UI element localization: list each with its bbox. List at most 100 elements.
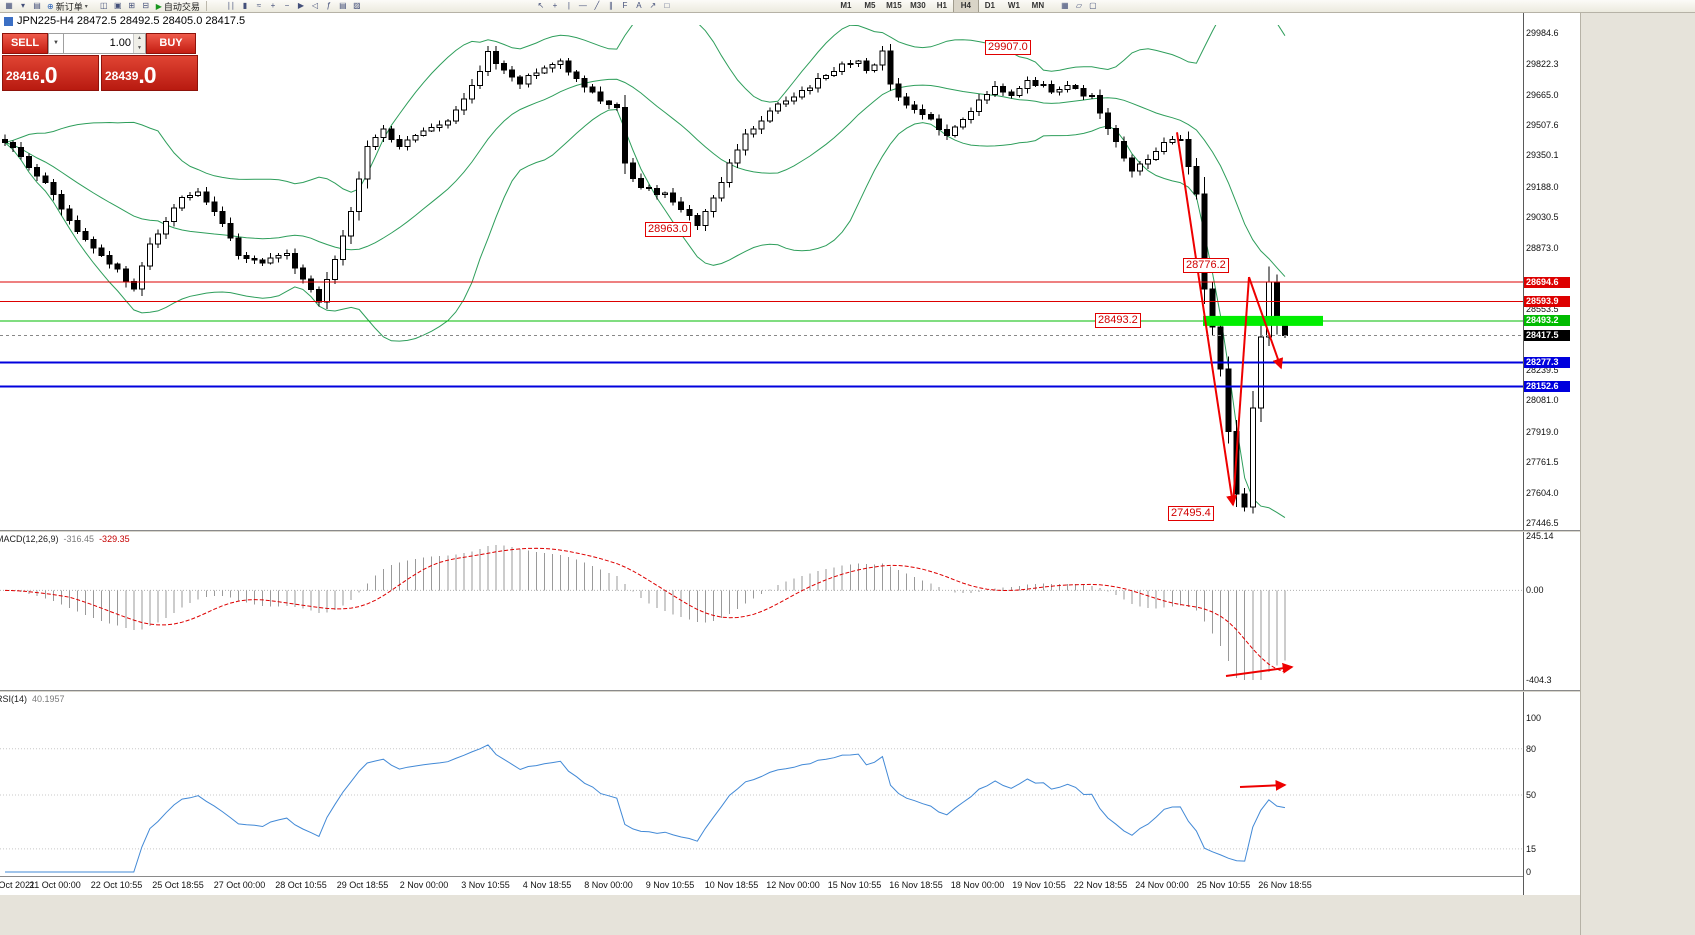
timeframe-h1[interactable]: H1 bbox=[936, 1, 948, 10]
cursor-icon[interactable]: ↖ bbox=[537, 1, 545, 10]
new-order-icon: ⊕ bbox=[47, 1, 54, 11]
buy-price[interactable]: 28439 .0 bbox=[101, 55, 198, 91]
timeframe-m30[interactable]: M30 bbox=[910, 1, 926, 10]
periods-icon[interactable]: ▤ bbox=[339, 1, 347, 10]
horizontal-line-objects[interactable] bbox=[0, 281, 1523, 388]
profiles-icon[interactable]: ▤ bbox=[33, 1, 41, 10]
chart-shift-icon[interactable]: ◁ bbox=[311, 1, 318, 10]
macd-axis-label: 0.00 bbox=[1526, 585, 1544, 596]
rsi-line bbox=[5, 744, 1286, 873]
sell-price[interactable]: 28416 .0 bbox=[2, 55, 99, 91]
price-annotation[interactable]: 28493.2 bbox=[1095, 312, 1141, 328]
timeframe-d1[interactable]: D1 bbox=[984, 1, 996, 10]
rsi-name: RSI(14) bbox=[0, 694, 28, 704]
zoom-in-icon[interactable]: + bbox=[270, 1, 276, 10]
price-axis-label: 29984.6 bbox=[1526, 27, 1559, 38]
rsi-splitter[interactable] bbox=[0, 690, 1580, 692]
price-axis-label: 29350.1 bbox=[1526, 150, 1559, 161]
price-axis[interactable] bbox=[1523, 13, 1580, 895]
trend-arrows[interactable] bbox=[1176, 132, 1284, 507]
fibonacci-icon[interactable]: F bbox=[622, 1, 628, 10]
timeframe-w1[interactable]: W1 bbox=[1007, 1, 1020, 10]
sell-button[interactable]: SELL bbox=[2, 33, 48, 54]
macd-splitter[interactable] bbox=[0, 530, 1580, 532]
rsi-value: 40.1957 bbox=[32, 694, 65, 704]
price-axis-tag: 28593.9 bbox=[1524, 295, 1570, 307]
timeframe-mn[interactable]: MN bbox=[1031, 1, 1045, 10]
zoom-out-icon[interactable]: − bbox=[284, 1, 290, 10]
chart-window-icon[interactable]: ▦ bbox=[5, 1, 13, 10]
data-window-icon[interactable]: ▣ bbox=[113, 1, 122, 10]
channel-icon[interactable]: ∥ bbox=[608, 1, 613, 10]
toolbar-right-group: ▦ ▱ ▢ bbox=[1058, 0, 1100, 12]
macd-panel[interactable] bbox=[0, 532, 1523, 690]
terminal-icon[interactable]: ⊟ bbox=[142, 1, 150, 10]
buy-button[interactable]: BUY bbox=[146, 33, 196, 54]
window-cascade-icon[interactable]: ▱ bbox=[1075, 1, 1082, 10]
vertical-line-icon[interactable]: | bbox=[567, 1, 570, 10]
chart-title: JPN225-H4 28472.5 28492.5 28405.0 28417.… bbox=[4, 15, 245, 27]
auto-trading-button[interactable]: ▶ 自动交易 bbox=[153, 0, 203, 12]
macd-arrow[interactable] bbox=[1225, 662, 1294, 677]
market-watch-icon[interactable]: ◫ bbox=[99, 1, 108, 10]
price-axis-label: 27446.5 bbox=[1526, 517, 1559, 528]
sell-price-pips: .0 bbox=[39, 62, 57, 88]
horizontal-line-icon[interactable]: ― bbox=[578, 1, 587, 10]
time-axis-label: 24 Nov 00:00 bbox=[1135, 880, 1189, 890]
price-axis-tag: 28277.3 bbox=[1524, 357, 1570, 369]
bar-chart-icon[interactable]: ∣∣ bbox=[226, 1, 235, 10]
volume-value[interactable]: 1.00 bbox=[109, 37, 131, 49]
time-axis-label: 2 Nov 00:00 bbox=[399, 880, 449, 890]
timeframe-h4[interactable]: H4 bbox=[952, 0, 979, 12]
volume-input[interactable]: 1.00 ▲ ▼ bbox=[64, 33, 146, 54]
window-tile-icon[interactable]: ▦ bbox=[1061, 1, 1069, 10]
price-axis-tag: 28417.5 bbox=[1524, 330, 1570, 341]
price-annotation[interactable]: 28963.0 bbox=[645, 222, 691, 238]
trendline-icon[interactable]: ╱ bbox=[594, 1, 600, 10]
time-axis-label: 22 Oct 10:55 bbox=[90, 880, 143, 890]
rsi-arrow[interactable] bbox=[1239, 779, 1287, 791]
timeframe-m5[interactable]: M5 bbox=[864, 1, 876, 10]
templates-icon[interactable]: ▨ bbox=[353, 1, 361, 10]
candlestick-chart-icon[interactable]: ▮ bbox=[242, 1, 248, 10]
price-annotation[interactable]: 27495.4 bbox=[1168, 505, 1214, 521]
rsi-panel[interactable] bbox=[0, 692, 1523, 875]
main-price-chart[interactable] bbox=[0, 25, 1523, 530]
stepper-up-icon[interactable]: ▲ bbox=[134, 34, 145, 44]
chart-dropdown-icon[interactable]: ▾ bbox=[20, 1, 25, 10]
chart-window[interactable]: JPN225-H4 28472.5 28492.5 28405.0 28417.… bbox=[0, 13, 1580, 895]
auto-scroll-icon[interactable]: ▶ bbox=[297, 1, 304, 10]
indicators-icon[interactable]: ƒ bbox=[326, 1, 332, 10]
macd-axis-label: -404.3 bbox=[1526, 675, 1552, 685]
text-icon[interactable]: A bbox=[636, 1, 642, 10]
price-axis-label: 29030.5 bbox=[1526, 212, 1559, 223]
new-order-button[interactable]: ⊕ 新订单 ▾ bbox=[44, 0, 91, 12]
navigator-icon[interactable]: ⊞ bbox=[128, 1, 136, 10]
crosshair-icon[interactable]: + bbox=[552, 1, 558, 10]
time-axis-label: 21 Oct 2021 bbox=[0, 880, 36, 890]
macd-label: MACD(12,26,9) -316.45 -329.35 bbox=[0, 534, 130, 544]
price-annotation[interactable]: 28776.2 bbox=[1183, 258, 1229, 274]
window-bottom-strip bbox=[0, 895, 1580, 935]
timeframe-m15[interactable]: M15 bbox=[886, 1, 902, 10]
line-chart-icon[interactable]: ≈ bbox=[256, 1, 262, 10]
fullscreen-icon[interactable]: ▢ bbox=[1089, 1, 1097, 10]
trade-options-dropdown[interactable]: ▼ bbox=[48, 33, 64, 54]
price-axis-label: 28081.0 bbox=[1526, 395, 1559, 406]
candlesticks bbox=[2, 43, 1288, 514]
price-annotation[interactable]: 29907.0 bbox=[985, 39, 1031, 55]
time-axis-label: 29 Oct 18:55 bbox=[336, 880, 389, 890]
time-axis-label: 15 Nov 10:55 bbox=[827, 880, 882, 890]
green-zone-rectangle[interactable] bbox=[1203, 315, 1323, 326]
price-axis-label: 29507.6 bbox=[1526, 120, 1559, 131]
rsi-axis-label: 0 bbox=[1526, 867, 1532, 877]
rsi-axis-label: 100 bbox=[1526, 713, 1542, 723]
price-axis-label: 29822.3 bbox=[1526, 59, 1559, 70]
volume-stepper[interactable]: ▲ ▼ bbox=[133, 34, 145, 53]
stepper-down-icon[interactable]: ▼ bbox=[134, 43, 145, 53]
price-axis-label: 27604.0 bbox=[1526, 487, 1559, 498]
arrow-tool-icon[interactable]: ↗ bbox=[649, 1, 657, 10]
timeframe-m1[interactable]: M1 bbox=[840, 1, 852, 10]
shapes-icon[interactable]: □ bbox=[664, 1, 670, 10]
